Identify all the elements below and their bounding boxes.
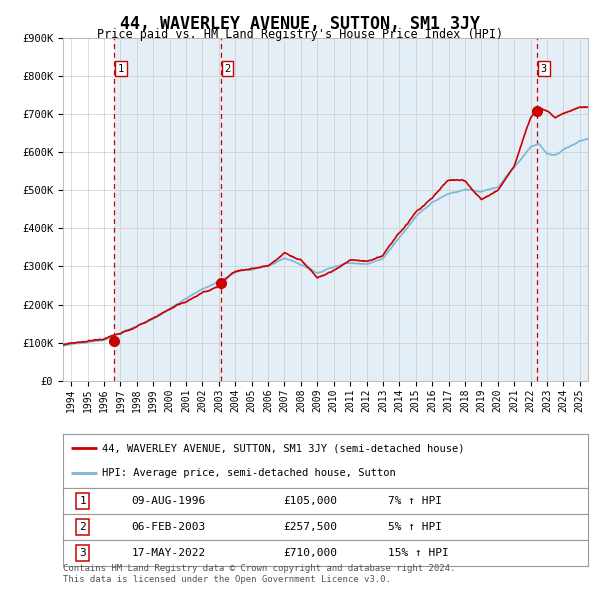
Text: 5% ↑ HPI: 5% ↑ HPI [389, 522, 443, 532]
Text: £257,500: £257,500 [284, 522, 337, 532]
Text: This data is licensed under the Open Government Licence v3.0.: This data is licensed under the Open Gov… [63, 575, 391, 584]
Bar [114, 38, 221, 381]
Bar [221, 38, 536, 381]
Text: 3: 3 [80, 548, 86, 558]
Text: 15% ↑ HPI: 15% ↑ HPI [389, 548, 449, 558]
Text: 3: 3 [541, 64, 547, 74]
Bar [536, 38, 588, 381]
Text: 7% ↑ HPI: 7% ↑ HPI [389, 496, 443, 506]
Text: 1: 1 [118, 64, 124, 74]
Text: 1: 1 [80, 496, 86, 506]
Text: Contains HM Land Registry data © Crown copyright and database right 2024.: Contains HM Land Registry data © Crown c… [63, 565, 455, 573]
Text: 06-FEB-2003: 06-FEB-2003 [131, 522, 205, 532]
Text: 17-MAY-2022: 17-MAY-2022 [131, 548, 205, 558]
Text: £710,000: £710,000 [284, 548, 337, 558]
Text: 2: 2 [224, 64, 231, 74]
Text: 44, WAVERLEY AVENUE, SUTTON, SM1 3JY (semi-detached house): 44, WAVERLEY AVENUE, SUTTON, SM1 3JY (se… [103, 443, 465, 453]
Text: 2: 2 [80, 522, 86, 532]
Text: Price paid vs. HM Land Registry's House Price Index (HPI): Price paid vs. HM Land Registry's House … [97, 28, 503, 41]
Text: HPI: Average price, semi-detached house, Sutton: HPI: Average price, semi-detached house,… [103, 468, 396, 478]
Text: 44, WAVERLEY AVENUE, SUTTON, SM1 3JY: 44, WAVERLEY AVENUE, SUTTON, SM1 3JY [120, 15, 480, 34]
Text: £105,000: £105,000 [284, 496, 337, 506]
Text: 09-AUG-1996: 09-AUG-1996 [131, 496, 205, 506]
